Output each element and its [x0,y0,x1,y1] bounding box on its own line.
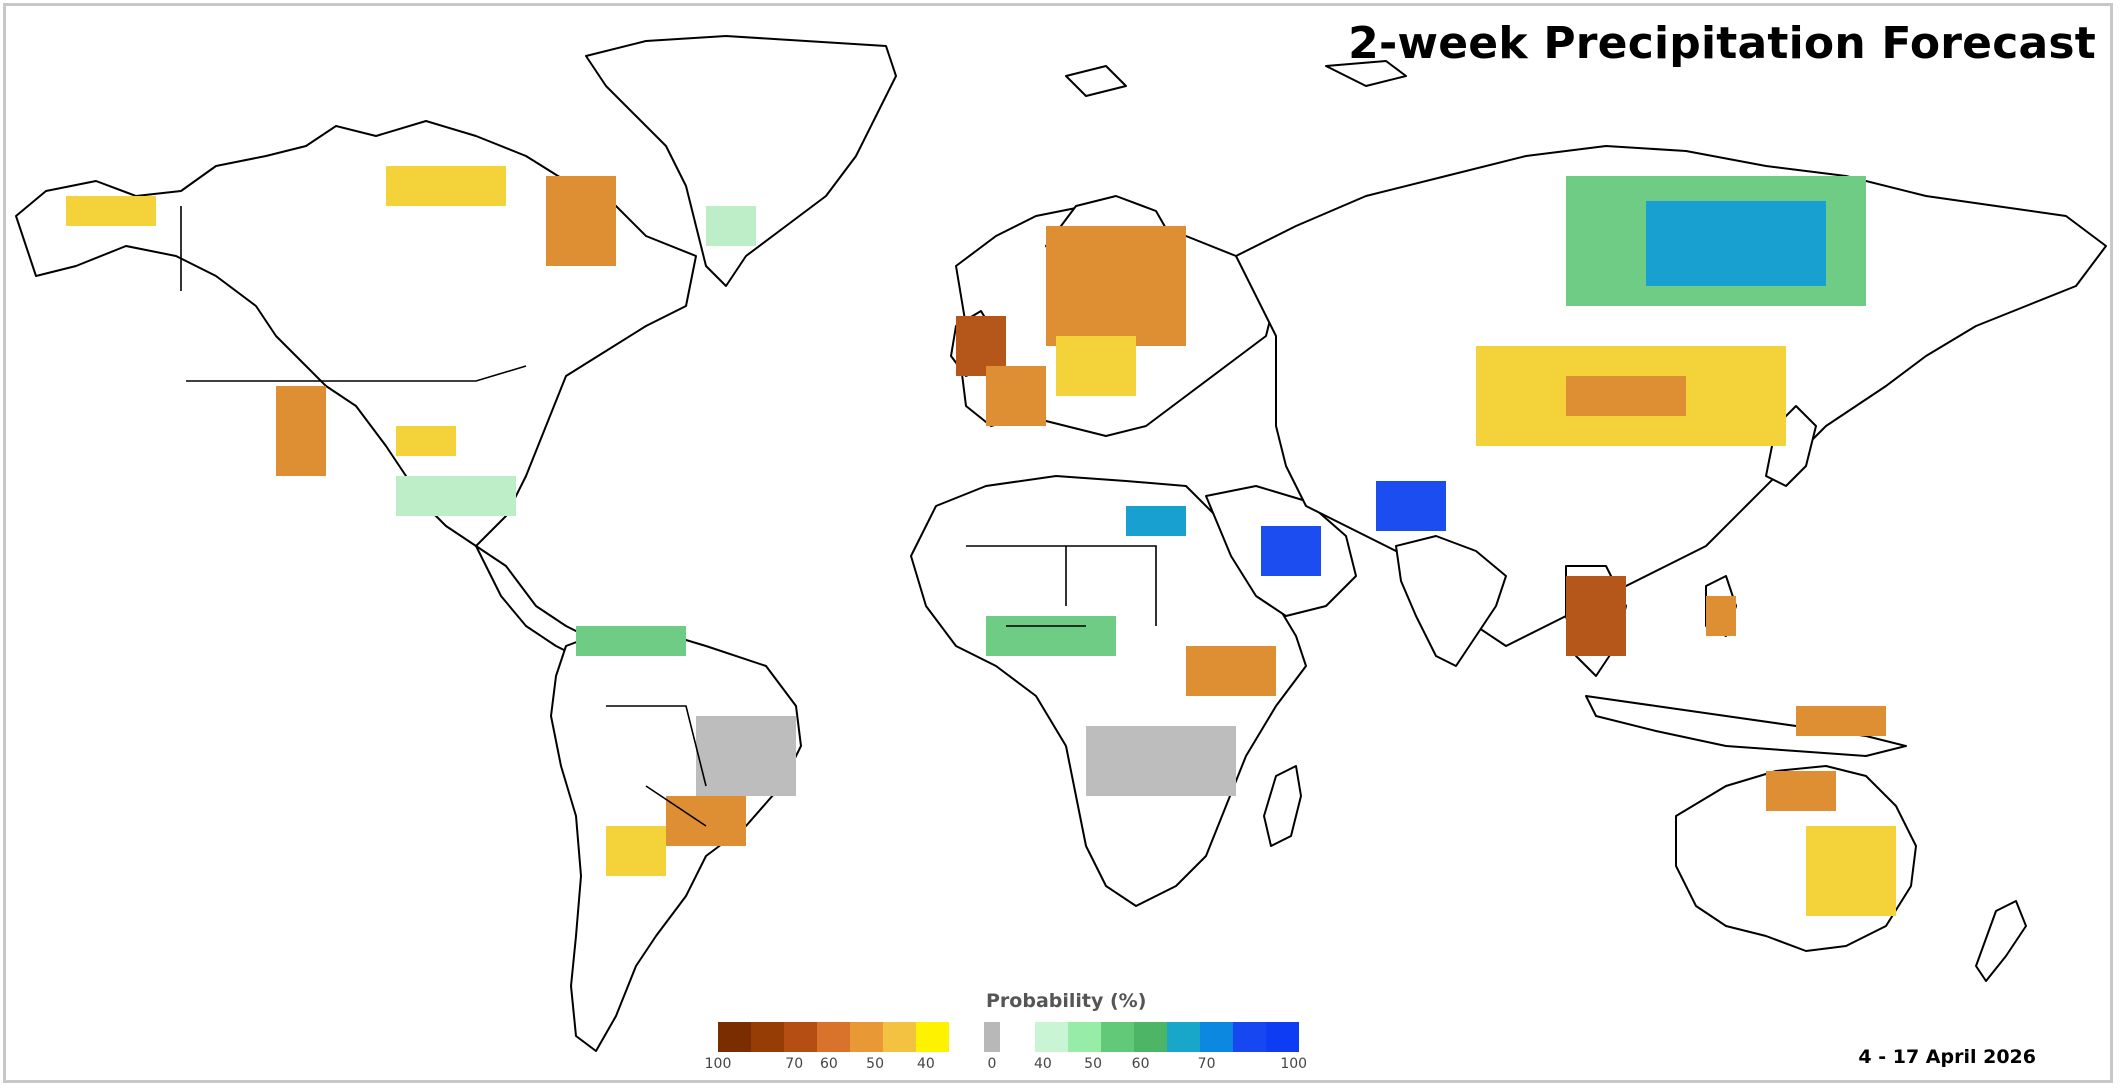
legend-swatch-dry-1 [751,1022,784,1052]
legend-swatch-dry-5 [883,1022,916,1052]
anomaly-us-east-wet [396,476,516,516]
anomaly-sahel-wet [986,616,1116,656]
indonesia [1585,695,1907,757]
south-america-borders [606,705,707,827]
map-title: 2-week Precipitation Forecast [1348,18,2096,69]
forecast-anomalies [66,166,1896,916]
legend-tick-dry-1: 70 [785,1056,804,1072]
anomaly-siberia-core [1646,201,1826,286]
anomaly-north-africa-wet [1126,506,1186,536]
legend-tick-dry-4: 40 [916,1056,935,1072]
legend-swatch-wet-7 [1266,1022,1299,1052]
legend-swatch-dry-3 [817,1022,850,1052]
anomaly-southern-africa-grey [1086,726,1236,796]
anomaly-indochina-dry [1566,576,1626,656]
legend-swatch-wet-1 [1068,1022,1101,1052]
anomaly-canada-arctic [386,166,506,206]
legend-swatch-wet-2 [1101,1022,1134,1052]
legend-tick-dry-0: 100 [704,1056,732,1072]
anomaly-greenland [706,206,756,246]
legend-swatch-wet-5 [1200,1022,1233,1052]
anomaly-arabia-wet [1261,526,1321,576]
map-frame: 2-week Precipitation Forecast Probabilit… [3,3,2113,1083]
legend-swatch-neutral [984,1022,1000,1052]
probability-legend: Probability (%) 100 70 60 50 40 0 40 50 60 70 100 [705,990,1418,1072]
anomaly-scandinavia-dry [1046,226,1186,346]
anomaly-argentina [606,826,666,876]
anomaly-central-europe [1056,336,1136,396]
anomaly-australia-north [1766,771,1836,811]
anomaly-colombia [576,626,686,656]
world-map [15,35,2107,1052]
legend-title: Probability (%) [986,990,1147,1012]
anomaly-brazil-grey [696,716,796,796]
anomaly-canada-east [546,176,616,266]
north-america [15,120,697,547]
legend-tick-wet-2: 60 [1131,1056,1150,1072]
anomaly-us-west [276,386,326,476]
africa [910,475,1307,907]
legend-swatch-wet-3 [1134,1022,1167,1052]
legend-swatch-wet-4 [1167,1022,1200,1052]
anomaly-horn-dry [1186,646,1276,696]
legend-tick-dry-2: 60 [819,1056,838,1072]
anomaly-us-central [396,426,456,456]
anomaly-china-dry [1566,376,1686,416]
date-range: 4 - 17 April 2026 [1858,1046,2036,1068]
anomaly-png-dry [1796,706,1886,736]
country-borders [180,206,1157,827]
legend-swatch-dry-6 [916,1022,949,1052]
legend-swatch-wet-6 [1233,1022,1266,1052]
greenland [585,35,897,287]
us-canada-border [186,365,527,382]
anomaly-france-dry [986,366,1046,426]
legend-tick-neutral: 0 [987,1056,997,1072]
anomaly-philippines-dry [1706,596,1736,636]
new-zealand [1975,900,2027,982]
legend-tick-wet-1: 50 [1084,1056,1102,1072]
legend-swatch-dry-2 [784,1022,817,1052]
svalbard [1065,65,1127,97]
legend-tick-wet-3: 70 [1197,1056,1216,1072]
legend-tick-dry-3: 50 [866,1056,884,1072]
legend-tick-wet-4: 100 [1280,1056,1308,1072]
anomaly-pakistan-wet [1376,481,1446,531]
anomaly-australia-east [1806,826,1896,916]
indian-subcontinent [1395,535,1507,667]
arctic-islands [1325,60,1407,87]
anomaly-southern-brazil [666,796,746,846]
anomaly-alaska [66,196,156,226]
legend-swatch-wet-0 [1035,1022,1068,1052]
madagascar [1263,765,1302,847]
africa-borders [966,545,1157,627]
legend-swatch-dry-4 [850,1022,883,1052]
legend-tick-wet-0: 40 [1033,1056,1052,1072]
legend-swatch-dry-0 [718,1022,751,1052]
